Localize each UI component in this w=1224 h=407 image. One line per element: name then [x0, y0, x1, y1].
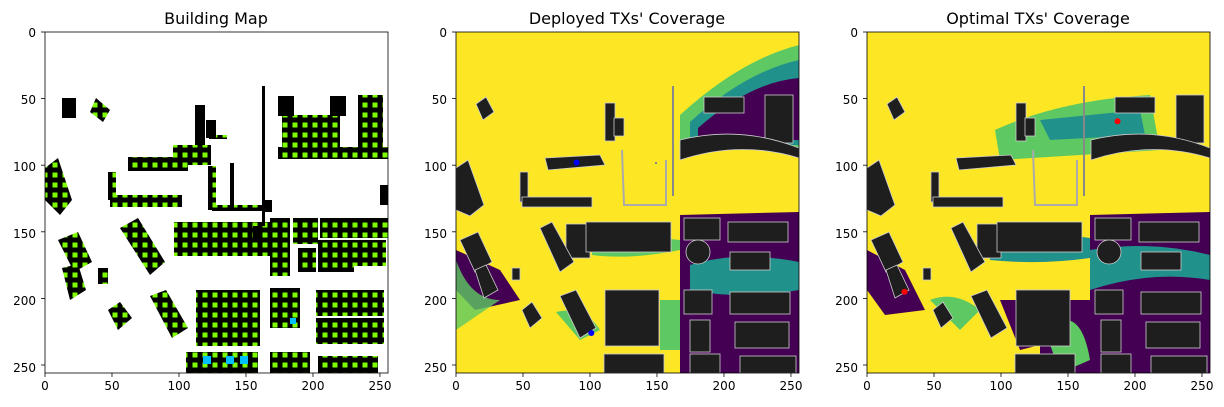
y-tick-label: 250 — [13, 361, 36, 375]
y-tick-label: 100 — [424, 160, 447, 174]
optimal-coverage-image — [867, 32, 1210, 373]
x-tick-label: 0 — [452, 379, 460, 393]
y-tick-label: 250 — [835, 361, 858, 375]
x-tick-label: 150 — [235, 379, 258, 393]
x-tick-label: 150 — [646, 379, 669, 393]
axes-frame — [866, 31, 1211, 374]
y-tick-label: 50 — [21, 93, 36, 107]
x-tick-labels: 0 50 100 150 200 250 — [452, 379, 802, 393]
panel-building-map: Building Map — [13, 9, 391, 393]
x-tick-labels: 0 50 100 150 200 250 — [41, 379, 391, 393]
x-tick-label: 250 — [780, 379, 803, 393]
y-tick-label: 200 — [424, 294, 447, 308]
x-tick-label: 0 — [863, 379, 871, 393]
panel-title: Optimal TXs' Coverage — [946, 9, 1130, 28]
x-tick-label: 100 — [990, 379, 1013, 393]
axes-frame — [44, 31, 389, 374]
optimal-tx-markers — [901, 118, 1121, 295]
y-tick-label: 200 — [13, 294, 36, 308]
y-tick-label: 100 — [13, 160, 36, 174]
x-tick-label: 200 — [302, 379, 325, 393]
y-tick-label: 150 — [13, 227, 36, 241]
panel-title: Deployed TXs' Coverage — [529, 9, 725, 28]
x-tick-labels: 0 50 100 150 200 250 — [863, 379, 1213, 393]
x-tick-label: 200 — [713, 379, 736, 393]
y-tick-label: 0 — [850, 26, 858, 40]
y-tick-label: 250 — [424, 361, 447, 375]
y-tick-label: 150 — [835, 227, 858, 241]
x-tick-label: 50 — [926, 379, 941, 393]
tx-point — [1114, 118, 1121, 125]
x-tick-label: 200 — [1124, 379, 1147, 393]
y-tick-label: 0 — [28, 26, 36, 40]
tx-point — [573, 159, 580, 166]
x-tick-label: 50 — [104, 379, 119, 393]
x-tick-label: 0 — [41, 379, 49, 393]
x-tick-label: 250 — [369, 379, 392, 393]
y-tick-label: 100 — [835, 160, 858, 174]
y-tick-labels: 0 50 100 150 200 250 — [424, 26, 447, 375]
x-tick-label: 150 — [1057, 379, 1080, 393]
tx-point — [588, 330, 595, 337]
axes-frame — [455, 31, 800, 374]
y-tick-labels: 0 50 100 150 200 250 — [835, 26, 858, 375]
deployed-tx-markers — [573, 159, 595, 337]
x-tick-label: 250 — [1191, 379, 1214, 393]
building-map-image — [45, 32, 388, 373]
x-tick-label: 100 — [168, 379, 191, 393]
x-tick-label: 100 — [579, 379, 602, 393]
y-tick-label: 50 — [432, 93, 447, 107]
y-tick-label: 150 — [424, 227, 447, 241]
y-tick-label: 0 — [439, 26, 447, 40]
y-tick-label: 200 — [835, 294, 858, 308]
panel-optimal-coverage: Optimal TXs' Coverage — [835, 9, 1213, 393]
y-tick-labels: 0 50 100 150 200 250 — [13, 26, 36, 375]
tick-marks — [41, 31, 1203, 377]
panel-deployed-coverage: Deployed TXs' Coverage — [424, 9, 802, 393]
deployed-coverage-image — [456, 32, 799, 373]
tx-point — [901, 288, 908, 295]
y-tick-label: 50 — [843, 93, 858, 107]
panel-title: Building Map — [164, 9, 268, 28]
x-tick-label: 50 — [515, 379, 530, 393]
